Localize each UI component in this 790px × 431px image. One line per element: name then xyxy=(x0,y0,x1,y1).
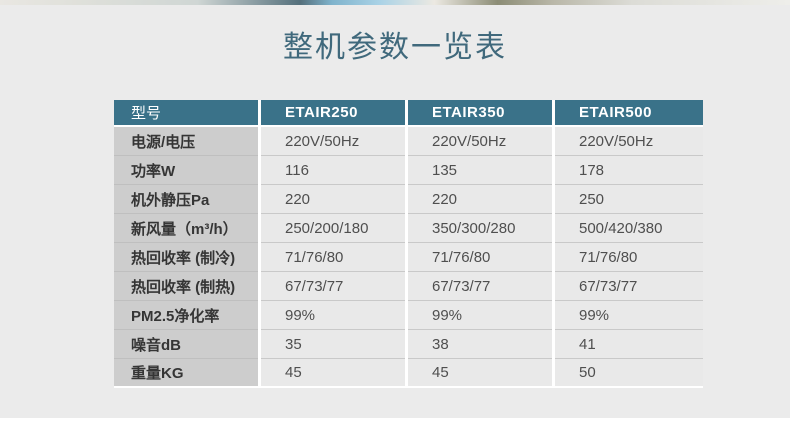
table-cell: 71/76/80 xyxy=(261,243,405,272)
table-cell: 67/73/77 xyxy=(555,272,703,301)
table-cell: 99% xyxy=(261,301,405,330)
table-cell: 45 xyxy=(408,359,552,388)
table-cell: 50 xyxy=(555,359,703,388)
table-cell: 220 xyxy=(261,185,405,214)
table-cell: 41 xyxy=(555,330,703,359)
table-cell: 45 xyxy=(261,359,405,388)
row-label: 热回收率 (制热) xyxy=(114,272,258,301)
row-label: 重量KG xyxy=(114,359,258,388)
table-cell: 250 xyxy=(555,185,703,214)
table-cell: 220V/50Hz xyxy=(555,127,703,156)
table-cell: 99% xyxy=(408,301,552,330)
row-label: 机外静压Pa xyxy=(114,185,258,214)
table-cell: 71/76/80 xyxy=(555,243,703,272)
table-cell: 500/420/380 xyxy=(555,214,703,243)
table-cell: 99% xyxy=(555,301,703,330)
column-header-etair250: ETAIR250 xyxy=(261,100,405,127)
table-cell: 178 xyxy=(555,156,703,185)
spec-table: 型号 ETAIR250 ETAIR350 ETAIR500 电源/电压 220V… xyxy=(114,100,703,388)
column-header-etair500: ETAIR500 xyxy=(555,100,703,127)
table-cell: 71/76/80 xyxy=(408,243,552,272)
table-cell: 67/73/77 xyxy=(261,272,405,301)
table-cell: 350/300/280 xyxy=(408,214,552,243)
row-label: 电源/电压 xyxy=(114,127,258,156)
row-label: 功率W xyxy=(114,156,258,185)
bottom-white-strip xyxy=(0,418,790,431)
table-cell: 35 xyxy=(261,330,405,359)
row-label: 热回收率 (制冷) xyxy=(114,243,258,272)
table-cell: 135 xyxy=(408,156,552,185)
table-cell: 220V/50Hz xyxy=(408,127,552,156)
row-label: 新风量（m³/h） xyxy=(114,214,258,243)
column-header-model: 型号 xyxy=(114,100,258,127)
table-cell: 220 xyxy=(408,185,552,214)
table-cell: 67/73/77 xyxy=(408,272,552,301)
top-photo-strip xyxy=(0,0,790,5)
table-cell: 220V/50Hz xyxy=(261,127,405,156)
table-cell: 38 xyxy=(408,330,552,359)
row-label: PM2.5净化率 xyxy=(114,301,258,330)
table-cell: 250/200/180 xyxy=(261,214,405,243)
column-header-etair350: ETAIR350 xyxy=(408,100,552,127)
row-label: 噪音dB xyxy=(114,330,258,359)
table-cell: 116 xyxy=(261,156,405,185)
page-title: 整机参数一览表 xyxy=(283,31,507,64)
